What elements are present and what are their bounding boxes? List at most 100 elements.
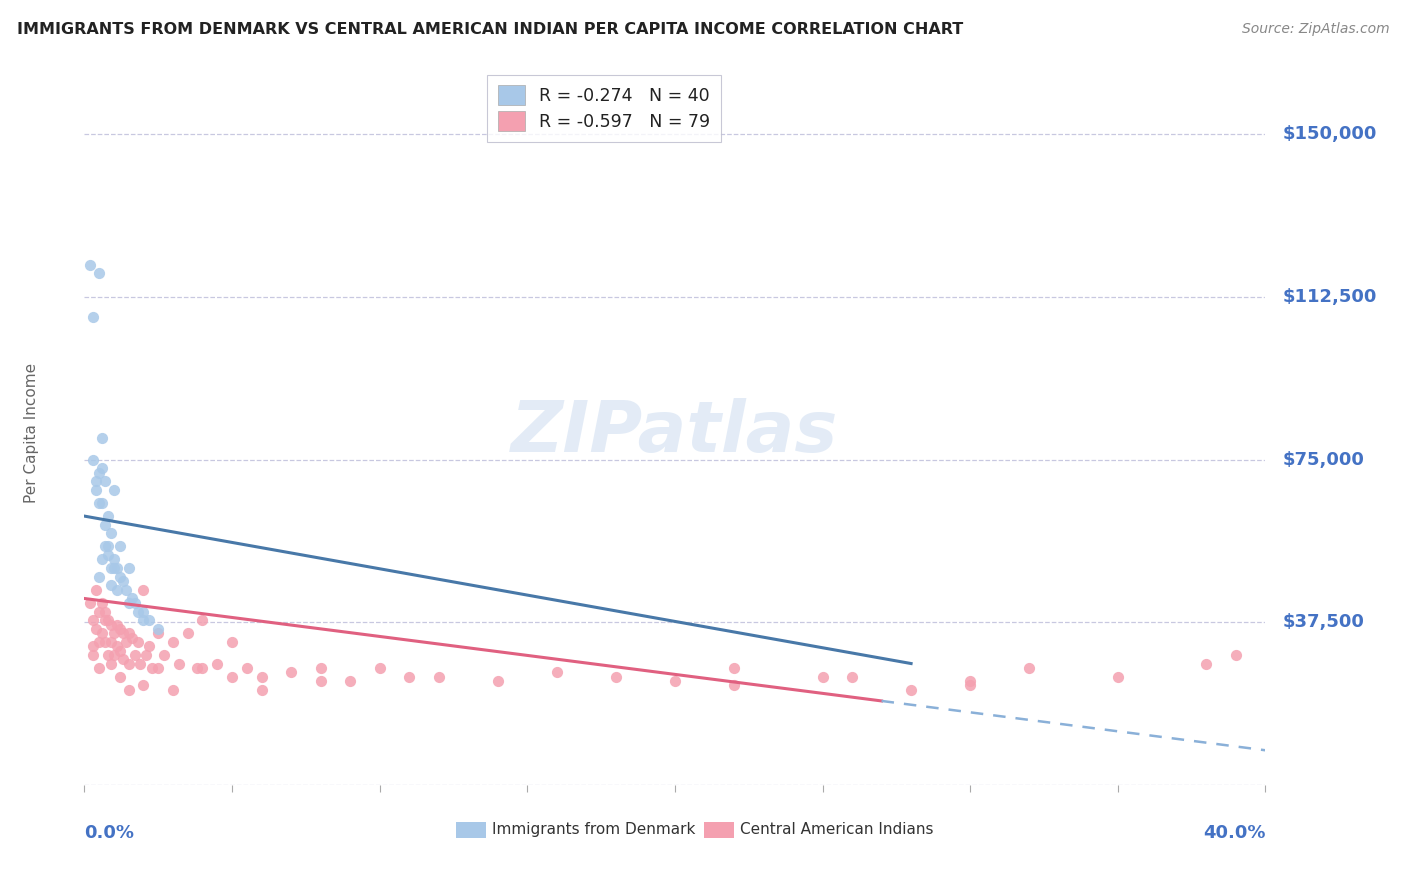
Point [105, 639, 128, 653]
Point [87, 605, 111, 619]
Point [103, 648, 125, 662]
Point [91, 496, 114, 510]
Text: 0.0%: 0.0% [84, 823, 135, 842]
Point [79, 258, 101, 272]
Point [148, 661, 170, 675]
Point [280, 665, 302, 680]
Point [250, 682, 273, 697]
Point [103, 626, 125, 640]
Point [141, 661, 163, 675]
Text: Central American Indians: Central American Indians [740, 822, 934, 837]
Point [84, 483, 107, 497]
Point [1018, 661, 1040, 675]
Point [100, 526, 122, 541]
Point [82, 648, 104, 662]
Point [121, 631, 143, 645]
Text: Source: ZipAtlas.com: Source: ZipAtlas.com [1241, 22, 1389, 37]
Point [82, 310, 104, 324]
Point [398, 669, 420, 683]
Legend: R = -0.274   N = 40, R = -0.597   N = 79: R = -0.274 N = 40, R = -0.597 N = 79 [488, 75, 721, 142]
Point [339, 673, 361, 688]
Point [84, 475, 107, 489]
Point [118, 561, 141, 575]
Text: $112,500: $112,500 [1284, 288, 1378, 306]
Point [162, 635, 184, 649]
Text: $150,000: $150,000 [1284, 126, 1378, 144]
Point [91, 431, 114, 445]
Point [111, 574, 134, 589]
Point [97, 648, 120, 662]
Point [100, 617, 122, 632]
Point [153, 648, 176, 662]
Point [309, 661, 332, 675]
Text: Per Capita Income: Per Capita Income [24, 362, 39, 503]
Point [191, 613, 214, 627]
Point [111, 626, 134, 640]
Point [111, 652, 134, 666]
Point [91, 626, 114, 640]
Point [207, 657, 229, 671]
Point [87, 570, 111, 584]
Point [148, 626, 170, 640]
Text: $37,500: $37,500 [1284, 614, 1365, 632]
Point [132, 678, 155, 692]
Point [82, 613, 104, 627]
Point [811, 669, 834, 683]
Point [162, 682, 184, 697]
Point [186, 661, 208, 675]
Point [108, 643, 131, 657]
Point [1225, 648, 1247, 662]
Bar [704, 822, 734, 838]
Point [103, 552, 125, 566]
Point [236, 661, 259, 675]
Point [94, 635, 117, 649]
Point [138, 639, 160, 653]
Point [148, 622, 170, 636]
Point [97, 540, 120, 554]
Point [105, 582, 128, 597]
Point [87, 496, 111, 510]
Point [138, 613, 160, 627]
Point [129, 657, 152, 671]
Point [546, 665, 568, 680]
Point [118, 626, 141, 640]
Point [309, 673, 332, 688]
Point [91, 552, 114, 566]
Point [100, 635, 122, 649]
Point [114, 582, 136, 597]
Point [118, 596, 141, 610]
Point [79, 596, 101, 610]
Point [368, 661, 391, 675]
Point [100, 561, 122, 575]
Point [121, 591, 143, 606]
Text: Immigrants from Denmark: Immigrants from Denmark [492, 822, 695, 837]
Point [118, 657, 141, 671]
Point [91, 596, 114, 610]
Point [900, 682, 922, 697]
Point [87, 266, 111, 280]
Point [167, 657, 190, 671]
Text: $75,000: $75,000 [1284, 450, 1365, 468]
Point [132, 582, 155, 597]
Point [427, 669, 450, 683]
Point [221, 635, 243, 649]
Point [105, 617, 128, 632]
Point [127, 605, 149, 619]
Point [108, 622, 131, 636]
Point [486, 673, 509, 688]
Point [84, 622, 107, 636]
Point [1107, 669, 1129, 683]
Point [605, 669, 627, 683]
Point [132, 605, 155, 619]
Point [82, 452, 104, 467]
Point [221, 669, 243, 683]
Point [250, 669, 273, 683]
Point [103, 483, 125, 497]
Point [87, 661, 111, 675]
Point [105, 561, 128, 575]
Point [723, 661, 745, 675]
Bar [457, 822, 486, 838]
Point [94, 605, 117, 619]
Point [959, 678, 981, 692]
Point [108, 570, 131, 584]
